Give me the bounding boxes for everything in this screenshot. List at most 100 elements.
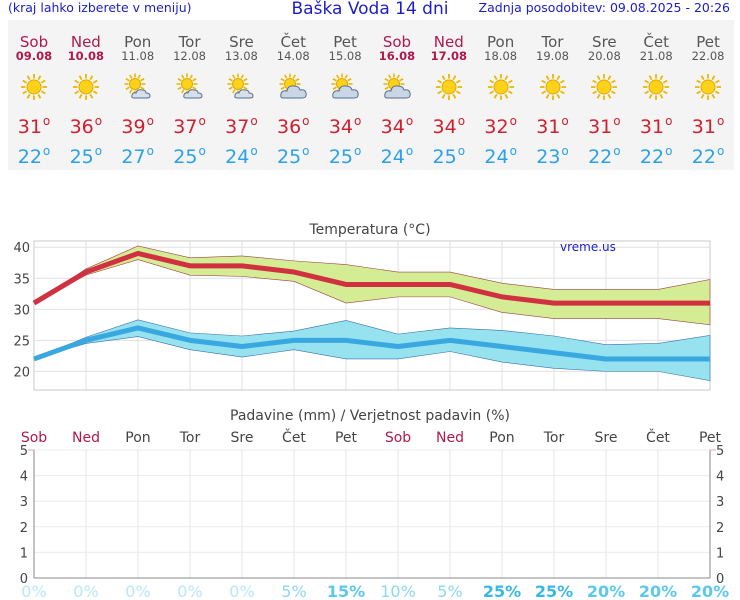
y-tick-label: 5 (20, 444, 28, 459)
y-tick-label: 1 (20, 546, 28, 561)
day-name: Sre (592, 33, 617, 51)
chart-title: Temperatura (°C) (308, 222, 430, 238)
y-tick-label: 35 (13, 272, 30, 287)
probability-label: 20% (639, 582, 677, 600)
min-temperature: 24o (484, 144, 517, 168)
min-temperature: 22o (691, 144, 725, 168)
day-name: Sob (382, 33, 412, 51)
probability-label: 25% (483, 582, 521, 600)
min-temperature: 22o (588, 144, 621, 168)
sun-icon (487, 73, 515, 101)
max-temperature: 37o (225, 114, 258, 138)
day-date: 19.08 (536, 49, 569, 63)
day-date: 15.08 (328, 49, 362, 63)
max-temperature: 36o (276, 114, 310, 138)
min-temperature-line (33, 325, 710, 362)
y-tick-label: 40 (13, 241, 30, 256)
sun-icon (694, 73, 722, 101)
day-name: Ned (433, 33, 464, 51)
probability-label: 20% (587, 582, 625, 600)
max-temperature: 32o (484, 114, 517, 138)
probability-label: 25% (535, 582, 573, 600)
cloud-sun-icon (279, 73, 307, 101)
y-tick-label: 3 (20, 495, 28, 510)
cloud-sun-icon (331, 73, 359, 101)
probability-label: 20% (691, 582, 729, 600)
page-title: Baška Voda 14 dni (291, 0, 449, 19)
max-temperature: 36o (69, 114, 103, 138)
x-tick-label: Pet (335, 430, 358, 446)
y-tick-label-right: 1 (716, 546, 724, 561)
x-tick-label: Sob (385, 430, 411, 446)
y-tick-label-right: 5 (716, 444, 724, 459)
day-name: Sre (229, 33, 254, 51)
day-name: Pon (124, 33, 152, 51)
day-date: 20.08 (587, 49, 621, 63)
max-temperature: 31o (536, 114, 569, 138)
y-tick-label: 2 (20, 521, 28, 536)
cloud-sun-icon (383, 73, 411, 101)
day-date: 10.08 (67, 49, 105, 63)
x-tick-label: Tor (543, 430, 565, 446)
day-date: 16.08 (378, 49, 416, 63)
day-name: Pon (487, 33, 515, 51)
y-tick-label: 4 (20, 470, 28, 485)
max-temperature: 39o (121, 114, 154, 138)
probability-label: 10% (380, 582, 416, 600)
x-tick-label: Sre (231, 430, 254, 446)
x-tick-label: Pon (125, 430, 150, 446)
x-tick-label: Ned (72, 430, 100, 446)
last-update: Zadnja posodobitev: 09.08.2025 - 20:26 (478, 0, 730, 15)
day-name: Pet (696, 33, 720, 51)
probability-label: 15% (327, 582, 365, 600)
y-tick-label-right: 0 (716, 572, 724, 587)
x-tick-label: Pet (699, 430, 722, 446)
day-name: Pet (333, 33, 357, 51)
sun-cloud-icon (227, 73, 255, 101)
sun-cloud-icon (176, 73, 204, 101)
min-temperature: 25o (432, 144, 466, 168)
min-temperature: 24o (225, 144, 258, 168)
min-temperature: 25o (69, 144, 103, 168)
day-date: 22.08 (691, 49, 725, 63)
max-temperature: 34o (380, 114, 414, 138)
y-tick-label: 20 (13, 365, 30, 380)
x-tick-label: Sre (595, 430, 618, 446)
min-temperature: 25o (328, 144, 362, 168)
probability-label: 5% (281, 582, 306, 600)
x-tick-label: Sob (21, 430, 47, 446)
probability-label: 0% (21, 582, 46, 600)
probability-label: 0% (73, 582, 98, 600)
sun-icon (539, 73, 567, 101)
probability-label: 0% (229, 582, 254, 600)
sun-cloud-icon (124, 73, 152, 101)
max-temperature: 31o (691, 114, 725, 138)
y-tick-label-right: 4 (716, 470, 724, 485)
day-date: 21.08 (639, 49, 673, 63)
probability-label: 0% (177, 582, 202, 600)
day-date: 18.08 (484, 49, 518, 63)
sun-icon (435, 73, 463, 101)
sun-icon (72, 73, 100, 101)
max-temperature: 31o (639, 114, 673, 138)
x-tick-label: Pon (489, 430, 514, 446)
day-date: 12.08 (173, 49, 207, 63)
chart-title: Padavine (mm) / Verjetnost padavin (%) (230, 408, 510, 424)
min-temperature: 27o (121, 144, 154, 168)
day-name: Tor (178, 33, 201, 51)
min-temperature: 25o (276, 144, 310, 168)
min-temperature: 23o (536, 144, 569, 168)
sun-icon (642, 73, 670, 101)
x-tick-label: Tor (179, 430, 201, 446)
day-name: Tor (541, 33, 564, 51)
probability-label: 0% (125, 582, 150, 600)
x-tick-label: Čet (646, 428, 670, 446)
day-date: 11.08 (121, 49, 155, 63)
watermark: vreme.us (560, 240, 616, 254)
day-date: 14.08 (276, 49, 310, 63)
max-temperature-line (32, 250, 710, 306)
max-temperature: 34o (328, 114, 362, 138)
x-tick-label: Čet (282, 428, 306, 446)
location-menu-hint: (kraj lahko izberete v meniju) (8, 0, 192, 15)
probability-label: 5% (437, 582, 462, 600)
